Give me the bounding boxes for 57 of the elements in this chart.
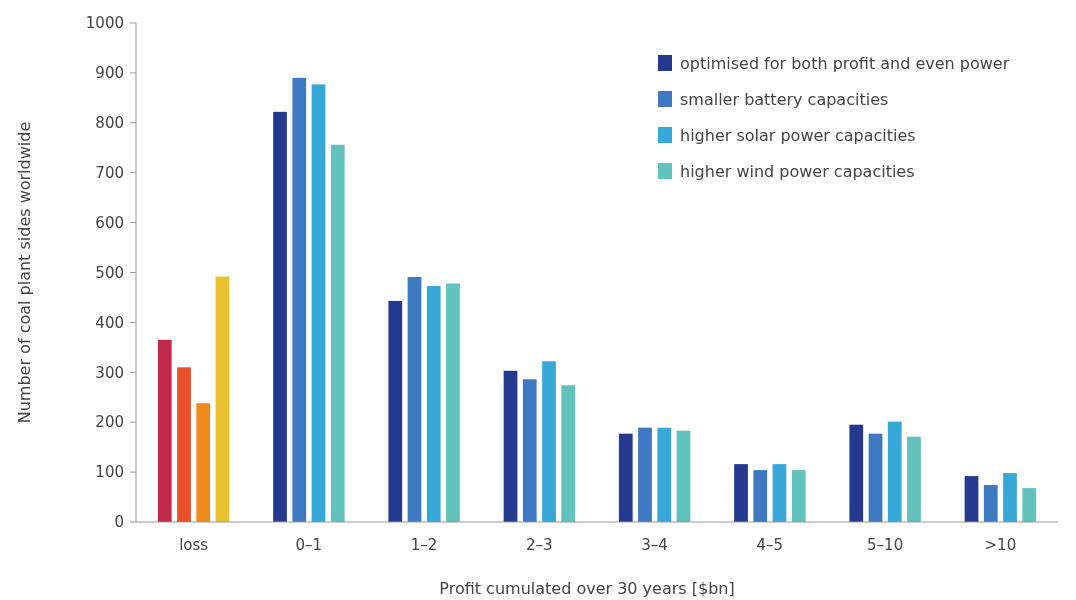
y-tick-label: 800 — [95, 114, 124, 133]
bar — [1022, 488, 1037, 522]
bar — [638, 427, 652, 522]
bar — [503, 370, 518, 522]
y-tick-label: 1000 — [85, 14, 124, 33]
bar — [753, 470, 768, 522]
bar — [849, 424, 864, 522]
x-tick-label: 5–10 — [867, 536, 904, 554]
y-tick-label: 400 — [95, 313, 124, 332]
bar — [407, 276, 422, 522]
bar — [734, 464, 748, 522]
x-tick-label: 1–2 — [410, 536, 438, 554]
x-tick-label: 4–5 — [756, 536, 784, 554]
bar — [157, 339, 172, 522]
x-tick-label: 3–4 — [641, 536, 668, 554]
bar — [330, 144, 345, 522]
bar — [311, 84, 326, 522]
legend-label: smaller battery capacities — [680, 89, 889, 109]
x-tick-label: 2–3 — [526, 536, 553, 554]
bar — [522, 379, 537, 522]
bar — [772, 464, 787, 522]
bar — [983, 485, 998, 522]
bar — [446, 283, 460, 522]
y-tick-label: 300 — [95, 363, 124, 382]
bar — [215, 276, 230, 522]
bar — [292, 77, 307, 522]
bar — [542, 361, 556, 522]
y-tick-label: 700 — [95, 163, 124, 182]
bar — [868, 433, 883, 522]
x-tick-label: loss — [179, 536, 209, 554]
bar — [196, 403, 211, 522]
x-tick-label: 0–1 — [295, 536, 323, 554]
bar — [676, 430, 691, 522]
bar — [791, 470, 806, 522]
y-tick-label: 0 — [114, 513, 124, 532]
bar — [887, 421, 902, 522]
bar — [907, 436, 921, 522]
bar — [657, 427, 672, 522]
bar — [964, 476, 979, 522]
legend-label: optimised for both profit and even power — [680, 53, 1010, 73]
y-tick-label: 600 — [95, 213, 124, 232]
y-tick-label: 500 — [95, 263, 124, 282]
x-axis-title: Profit cumulated over 30 years [$bn] — [439, 579, 735, 598]
legend-label: higher wind power capacities — [680, 161, 915, 181]
bar — [618, 433, 633, 522]
bar — [388, 300, 403, 522]
y-axis-title: Number of coal plant sides worldwide — [15, 121, 34, 424]
bar — [1003, 473, 1017, 522]
y-tick-label: 100 — [95, 463, 124, 482]
x-tick-label: >10 — [984, 536, 1017, 554]
bar — [177, 367, 191, 522]
bar — [426, 285, 441, 522]
legend-label: higher solar power capacities — [680, 125, 916, 145]
bar — [561, 385, 576, 522]
y-tick-label: 200 — [95, 413, 124, 432]
bar — [273, 111, 287, 522]
y-tick-label: 900 — [95, 64, 124, 83]
